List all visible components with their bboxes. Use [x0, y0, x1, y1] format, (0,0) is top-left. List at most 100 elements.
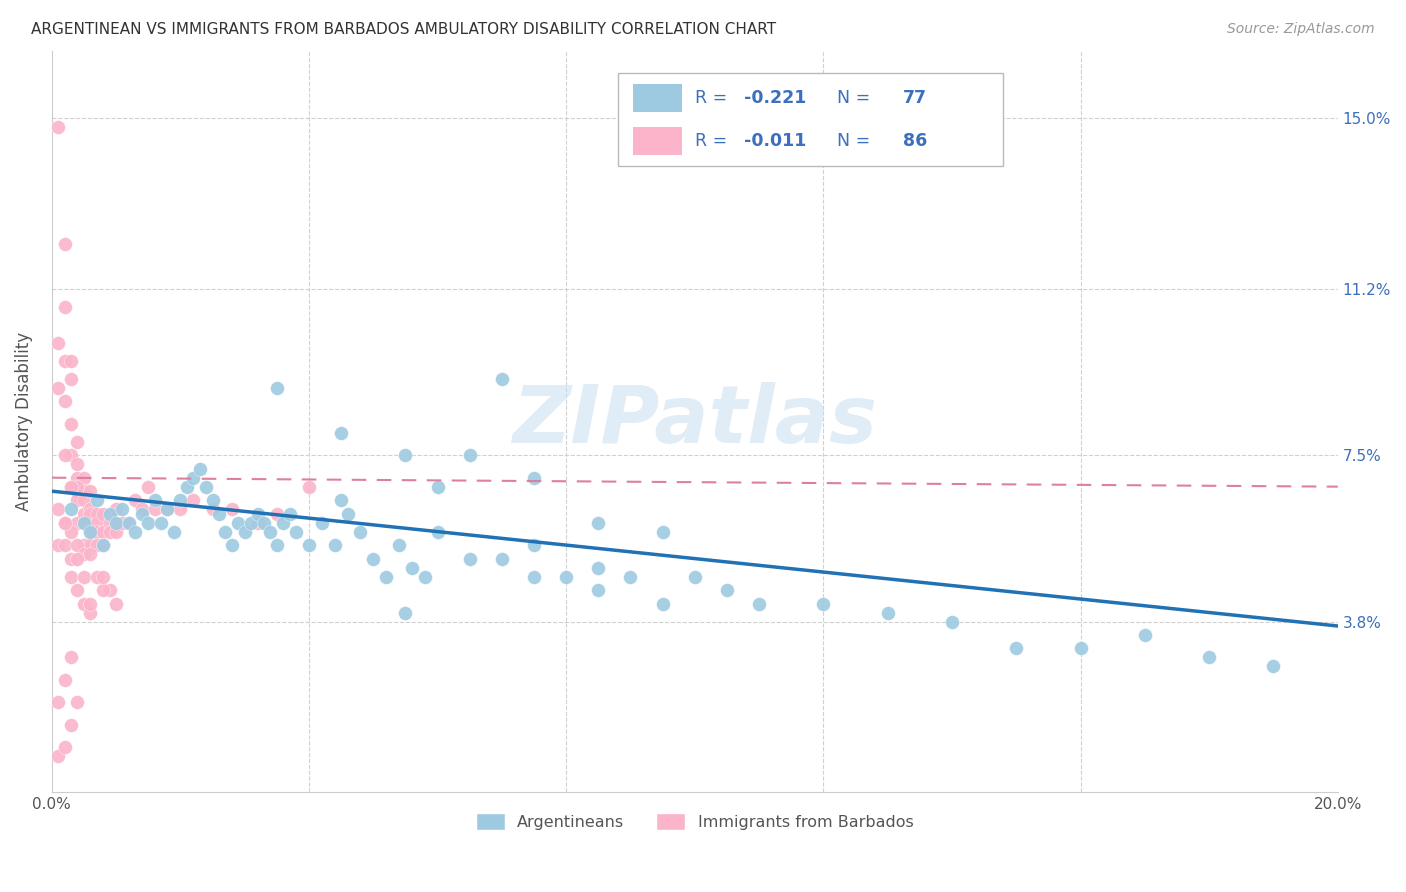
Point [46, 381, 69, 395]
Point [941, 615, 963, 629]
Point [131, 502, 153, 516]
Point [91, 538, 114, 552]
Point [66, 695, 89, 709]
Point [79, 547, 101, 561]
Point [105, 516, 128, 530]
Point [60, 551, 83, 566]
Point [233, 524, 256, 539]
Point [1263, 659, 1285, 673]
Point [143, 493, 166, 508]
Point [278, 507, 301, 521]
Point [66, 582, 89, 597]
Point [221, 502, 243, 516]
Point [46, 335, 69, 350]
Point [336, 507, 359, 521]
Point [588, 516, 610, 530]
Point [66, 484, 89, 499]
Point [53, 300, 76, 314]
Point [60, 502, 83, 516]
Text: Source: ZipAtlas.com: Source: ZipAtlas.com [1227, 22, 1375, 37]
Point [426, 524, 449, 539]
Point [131, 507, 153, 521]
Point [79, 597, 101, 611]
Point [458, 448, 481, 462]
Point [1070, 641, 1092, 656]
Point [73, 597, 96, 611]
Point [105, 524, 128, 539]
Point [169, 493, 191, 508]
Point [86, 507, 108, 521]
Point [46, 695, 69, 709]
Point [53, 236, 76, 251]
Point [188, 461, 211, 475]
Point [98, 524, 121, 539]
Point [53, 516, 76, 530]
Point [330, 493, 353, 508]
Point [53, 516, 76, 530]
Point [91, 582, 114, 597]
Point [86, 569, 108, 583]
Text: -0.011: -0.011 [744, 132, 806, 150]
Legend: Argentineans, Immigrants from Barbados: Argentineans, Immigrants from Barbados [470, 807, 920, 836]
Point [156, 502, 179, 516]
Text: -0.221: -0.221 [744, 89, 806, 107]
Point [413, 569, 436, 583]
Point [46, 120, 69, 134]
Point [588, 582, 610, 597]
Point [143, 502, 166, 516]
Point [98, 507, 121, 521]
Point [111, 516, 134, 530]
Point [124, 493, 146, 508]
Point [46, 502, 69, 516]
Point [176, 480, 198, 494]
Point [156, 502, 179, 516]
Point [181, 493, 204, 508]
Point [118, 516, 141, 530]
Point [66, 538, 89, 552]
Point [79, 507, 101, 521]
Point [79, 484, 101, 499]
Point [118, 516, 141, 530]
Point [105, 597, 128, 611]
Text: R =: R = [695, 132, 733, 150]
Point [60, 354, 83, 368]
Point [619, 569, 641, 583]
Point [91, 507, 114, 521]
Point [79, 524, 101, 539]
Point [60, 372, 83, 386]
Point [491, 372, 513, 386]
Point [748, 597, 770, 611]
Point [716, 582, 738, 597]
Point [60, 718, 83, 732]
Point [60, 524, 83, 539]
Point [226, 516, 249, 530]
Point [53, 448, 76, 462]
Point [86, 538, 108, 552]
Point [651, 597, 673, 611]
Point [1198, 650, 1220, 665]
Point [253, 516, 276, 530]
Point [214, 524, 236, 539]
Point [73, 547, 96, 561]
Point [259, 524, 281, 539]
Point [491, 551, 513, 566]
Point [66, 434, 89, 449]
Point [201, 502, 224, 516]
Point [86, 524, 108, 539]
Point [73, 516, 96, 530]
Point [91, 524, 114, 539]
Point [66, 516, 89, 530]
Point [91, 569, 114, 583]
Point [169, 502, 191, 516]
Point [221, 538, 243, 552]
Point [266, 507, 288, 521]
Text: 86: 86 [903, 132, 928, 150]
Point [60, 569, 83, 583]
Text: R =: R = [695, 89, 733, 107]
Point [555, 569, 578, 583]
Point [361, 551, 384, 566]
Point [375, 569, 398, 583]
Point [66, 471, 89, 485]
Text: 77: 77 [903, 89, 927, 107]
Point [91, 538, 114, 552]
